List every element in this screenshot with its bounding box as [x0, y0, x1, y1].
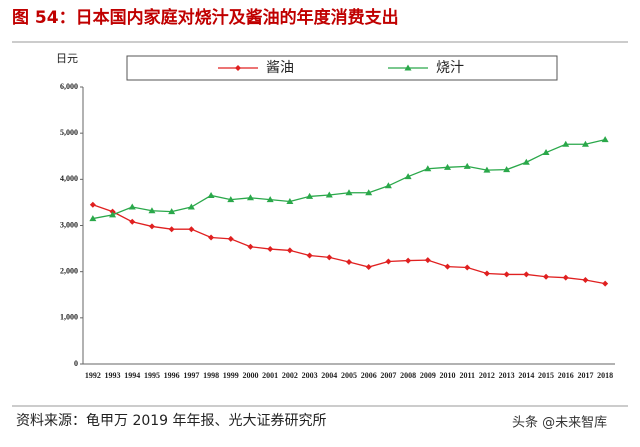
series-line	[92, 204, 606, 285]
point	[227, 196, 235, 203]
x-tick-label: 2001	[262, 371, 278, 380]
x-tick-label: 1999	[223, 371, 239, 380]
point	[365, 264, 372, 271]
point	[582, 276, 589, 283]
series-line	[92, 138, 606, 220]
point	[148, 223, 155, 230]
point	[385, 258, 392, 265]
point	[581, 140, 589, 147]
point	[266, 196, 274, 203]
x-tick-label: 2005	[341, 371, 357, 380]
y-tick-label: 5,000	[60, 128, 78, 137]
point	[463, 162, 471, 169]
watermark: 头条 @未来智库	[512, 415, 607, 431]
x-tick-label: 1998	[203, 371, 219, 380]
legend-marker	[404, 64, 412, 71]
x-tick-label: 2007	[380, 371, 396, 380]
x-tick-label: 2011	[459, 371, 475, 380]
legend-marker	[235, 65, 241, 71]
point	[562, 140, 570, 147]
page-title: 图 54：日本国内家庭对烧汁及酱油的年度消费支出	[12, 7, 399, 28]
point	[286, 197, 294, 204]
x-tick-label: 2012	[479, 371, 495, 380]
x-tick-label: 2018	[597, 371, 613, 380]
x-tick-label: 2010	[440, 371, 456, 380]
point	[168, 208, 176, 215]
x-tick-label: 1993	[105, 371, 121, 380]
point	[424, 257, 431, 264]
point	[503, 271, 510, 278]
y-tick-label: 1,000	[60, 313, 78, 322]
y-tick-label: 4,000	[60, 174, 78, 183]
point	[128, 203, 136, 210]
x-tick-label: 2009	[420, 371, 436, 380]
x-tick-label: 2000	[242, 371, 258, 380]
point	[286, 247, 293, 254]
point	[207, 191, 215, 198]
point	[89, 201, 96, 208]
point	[365, 189, 373, 196]
point	[602, 280, 609, 287]
point	[227, 235, 234, 242]
point	[246, 194, 254, 201]
point	[187, 203, 195, 210]
legend-label: 酱油	[266, 60, 294, 76]
point	[424, 165, 432, 172]
point	[129, 218, 136, 225]
x-tick-label: 2016	[558, 371, 574, 380]
point	[306, 252, 313, 259]
point	[543, 273, 550, 280]
point	[405, 257, 412, 264]
x-tick-label: 2013	[499, 371, 515, 380]
point	[306, 192, 314, 199]
point	[444, 263, 451, 270]
legend-label: 烧汁	[436, 60, 464, 76]
x-tick-label: 2014	[518, 371, 534, 380]
x-tick-label: 2003	[302, 371, 318, 380]
point	[384, 182, 392, 189]
point	[542, 149, 550, 156]
point	[326, 254, 333, 261]
point	[503, 166, 511, 173]
x-tick-label: 1996	[164, 371, 180, 380]
point	[109, 211, 117, 218]
point	[483, 166, 491, 173]
point	[404, 173, 412, 180]
x-tick-label: 1997	[183, 371, 199, 380]
point	[89, 215, 97, 222]
y-tick-label: 2,000	[60, 266, 78, 275]
x-tick-label: 2006	[361, 371, 377, 380]
x-tick-label: 2008	[400, 371, 416, 380]
x-tick-label: 1992	[85, 371, 101, 380]
source: 资料来源：龟甲万 2019 年年报、光大证券研究所	[16, 413, 327, 429]
point	[464, 264, 471, 271]
y-tick-label: 0	[74, 359, 78, 368]
point	[444, 163, 452, 170]
x-tick-label: 2015	[538, 371, 554, 380]
point	[346, 258, 352, 265]
x-tick-label: 2004	[321, 371, 337, 380]
point	[168, 226, 175, 233]
point	[247, 243, 254, 250]
point	[148, 207, 156, 214]
y-tick-label: 6,000	[60, 82, 78, 91]
x-tick-label: 2017	[577, 371, 593, 380]
point	[267, 246, 274, 253]
y-tick-label: 3,000	[60, 220, 78, 229]
point	[208, 234, 215, 241]
point	[601, 136, 609, 143]
point	[562, 274, 569, 281]
x-tick-label: 1994	[124, 371, 140, 380]
x-tick-label: 1995	[144, 371, 160, 380]
point	[325, 191, 333, 198]
point	[522, 158, 530, 165]
y-axis-label: 日元	[56, 52, 78, 65]
point	[523, 271, 530, 278]
point	[345, 189, 353, 196]
point	[188, 226, 195, 233]
legend-box	[126, 55, 558, 81]
x-tick-label: 2002	[282, 371, 298, 380]
point	[483, 270, 490, 277]
